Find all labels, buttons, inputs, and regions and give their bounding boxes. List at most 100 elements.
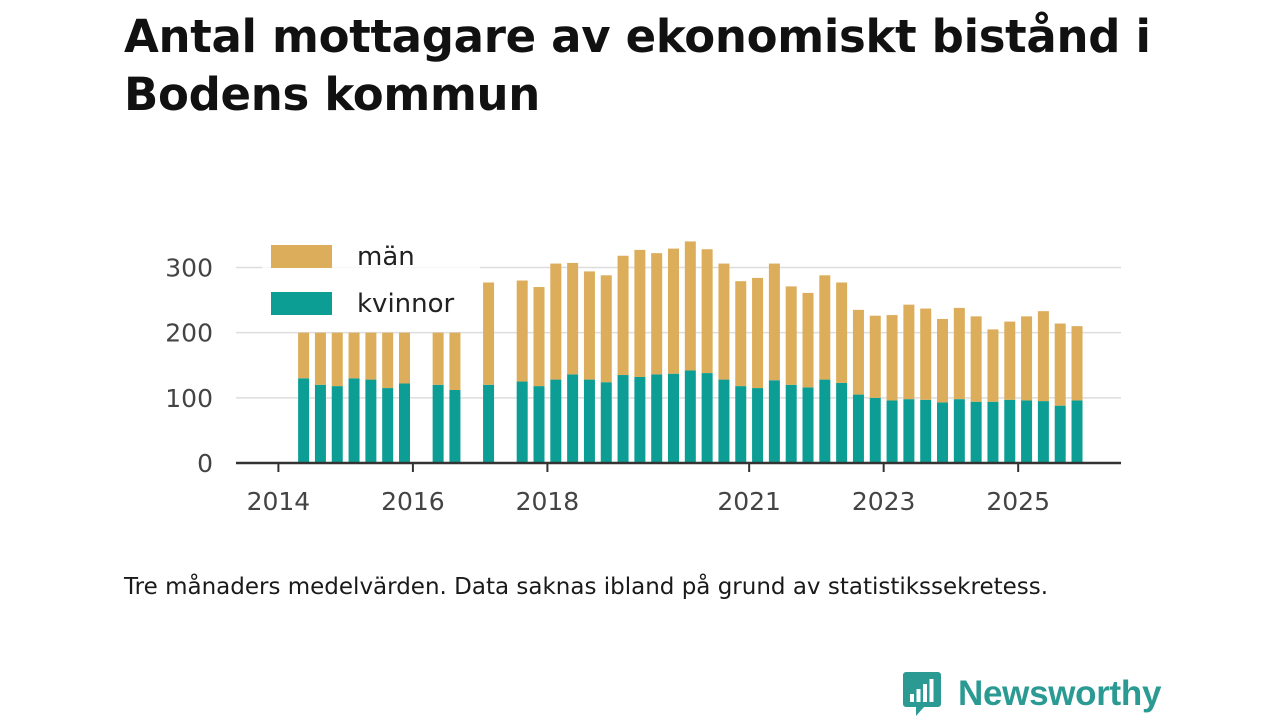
bar-man xyxy=(583,271,595,380)
bar-kvinnor xyxy=(852,394,864,463)
bar-kvinnor xyxy=(600,382,612,463)
bar-kvinnor xyxy=(953,399,965,463)
bar-kvinnor xyxy=(651,374,663,463)
bar-kvinnor xyxy=(449,390,461,463)
bar-kvinnor xyxy=(634,376,646,463)
bar-kvinnor xyxy=(567,374,579,463)
bar-kvinnor xyxy=(617,375,629,463)
bar-man xyxy=(567,262,579,375)
bar-man xyxy=(987,329,999,402)
bar-kvinnor xyxy=(298,378,310,463)
bar-kvinnor xyxy=(432,384,444,463)
bar-man xyxy=(785,286,797,385)
bar-kvinnor xyxy=(1021,400,1033,463)
bar-man xyxy=(449,332,461,391)
bar-kvinnor xyxy=(1004,399,1016,463)
bar-kvinnor xyxy=(819,379,831,463)
bar-man xyxy=(634,249,646,377)
bar-man xyxy=(651,253,663,375)
bar-kvinnor xyxy=(516,381,528,463)
bar-kvinnor xyxy=(398,383,410,463)
bar-kvinnor xyxy=(768,380,780,463)
bar-man xyxy=(937,318,949,403)
bar-kvinnor xyxy=(314,384,326,463)
x-tick-label: 2023 xyxy=(852,487,916,516)
bar-kvinnor xyxy=(1071,400,1083,463)
bar-man xyxy=(718,263,730,380)
newsworthy-logo-icon xyxy=(903,672,941,716)
x-tick-label: 2014 xyxy=(247,487,311,516)
bar-man xyxy=(920,308,932,400)
bar-kvinnor xyxy=(1037,401,1049,463)
bar-kvinnor xyxy=(684,370,696,463)
bar-kvinnor xyxy=(550,379,562,463)
bar-man xyxy=(365,332,377,380)
legend-label: män xyxy=(357,242,415,272)
bar-man xyxy=(1054,323,1066,406)
bar-man xyxy=(600,275,612,383)
bar-man xyxy=(852,309,864,395)
bar-man xyxy=(668,248,680,374)
bar-man xyxy=(550,263,562,380)
bar-man xyxy=(331,332,343,387)
bar-kvinnor xyxy=(970,401,982,463)
x-tick-label: 2018 xyxy=(516,487,580,516)
bar-kvinnor xyxy=(836,382,848,463)
bar-man xyxy=(483,282,495,385)
bar-man xyxy=(819,275,831,380)
bar-kvinnor xyxy=(483,384,495,463)
bar-man xyxy=(836,282,848,383)
bar-kvinnor xyxy=(382,388,394,463)
bar-kvinnor xyxy=(785,384,797,463)
bar-man xyxy=(869,315,881,398)
bar-kvinnor xyxy=(802,387,814,463)
bar-man xyxy=(516,280,528,382)
legend-swatch-kvinnor xyxy=(271,292,332,315)
bar-man xyxy=(701,249,713,374)
bar-man xyxy=(970,316,982,402)
bar-kvinnor xyxy=(331,386,343,463)
y-tick-label: 100 xyxy=(165,384,213,413)
bar-man xyxy=(398,332,410,384)
bar-kvinnor xyxy=(752,388,764,463)
bar-kvinnor xyxy=(533,386,545,463)
bar-kvinnor xyxy=(886,400,898,463)
x-tick-label: 2016 xyxy=(381,487,445,516)
bar-kvinnor xyxy=(718,379,730,463)
bar-kvinnor xyxy=(920,399,932,463)
brand-name: Newsworthy xyxy=(958,674,1162,713)
bar-kvinnor xyxy=(735,386,747,463)
bar-kvinnor xyxy=(869,397,881,463)
bar-man xyxy=(768,263,780,381)
bar-kvinnor xyxy=(668,373,680,463)
legend-label: kvinnor xyxy=(357,289,455,319)
bar-kvinnor xyxy=(903,399,915,463)
legend-swatch-man xyxy=(271,245,332,268)
bar-man xyxy=(1037,311,1049,402)
bar-man xyxy=(432,332,444,385)
chart-title: Antal mottagare av ekonomiskt bistånd i … xyxy=(124,10,1151,121)
bar-kvinnor xyxy=(348,378,360,463)
x-tick-label: 2025 xyxy=(986,487,1050,516)
chart-caption: Tre månaders medelvärden. Data saknas ib… xyxy=(124,574,1049,600)
bar-man xyxy=(1021,316,1033,401)
bar-man xyxy=(886,315,898,401)
bar-man xyxy=(298,332,310,379)
bar-man xyxy=(382,332,394,389)
bar-kvinnor xyxy=(1054,405,1066,463)
bar-man xyxy=(752,277,764,389)
bar-chart: 0 100 200 300 2014 2016 2018 2021 2023 2025 män kvi… xyxy=(165,241,1121,516)
x-tick-label: 2021 xyxy=(717,487,781,516)
bar-man xyxy=(617,255,629,376)
bar-man xyxy=(533,287,545,387)
bar-man xyxy=(802,292,814,388)
y-tick-label: 0 xyxy=(197,449,213,478)
bar-kvinnor xyxy=(701,373,713,463)
bar-man xyxy=(684,241,696,371)
bar-man xyxy=(903,304,915,400)
bar-man xyxy=(348,332,360,379)
bar-kvinnor xyxy=(583,379,595,463)
y-tick-label: 300 xyxy=(165,253,213,282)
bar-kvinnor xyxy=(937,402,949,463)
brand-logo: Newsworthy xyxy=(902,670,1161,718)
